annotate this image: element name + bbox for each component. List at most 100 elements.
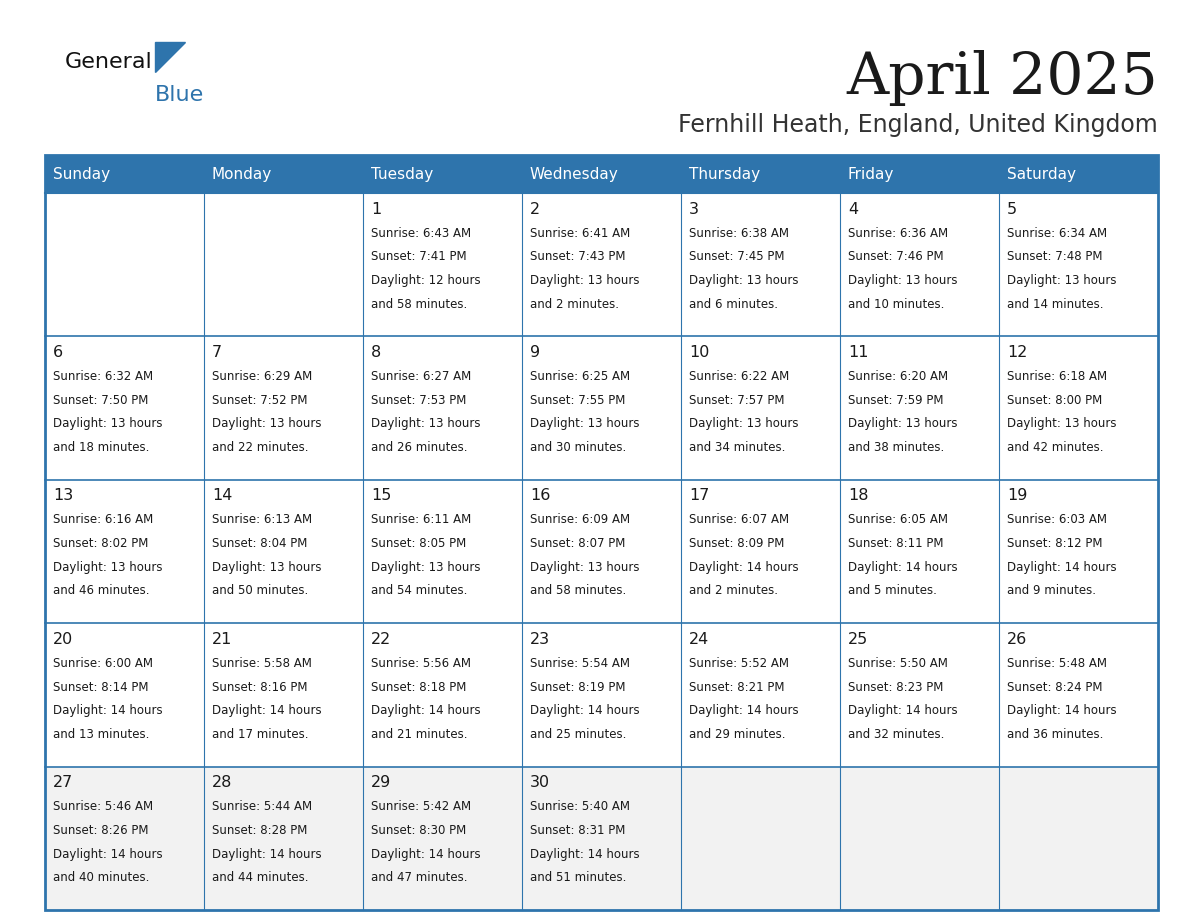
Text: Daylight: 14 hours: Daylight: 14 hours — [1007, 704, 1117, 717]
Text: Saturday: Saturday — [1007, 166, 1076, 182]
Text: Sunset: 7:46 PM: Sunset: 7:46 PM — [848, 251, 943, 263]
Text: 15: 15 — [371, 488, 391, 503]
Text: Daylight: 14 hours: Daylight: 14 hours — [371, 847, 481, 860]
Bar — [999, 336, 1158, 480]
Text: 27: 27 — [53, 775, 74, 790]
Text: Sunrise: 6:29 AM: Sunrise: 6:29 AM — [211, 370, 312, 383]
Bar — [840, 767, 999, 910]
Text: Daylight: 14 hours: Daylight: 14 hours — [848, 561, 958, 574]
Bar — [45, 336, 204, 480]
Text: and 58 minutes.: and 58 minutes. — [530, 585, 626, 598]
Text: Sunrise: 6:05 AM: Sunrise: 6:05 AM — [848, 513, 948, 527]
Text: Sunset: 8:26 PM: Sunset: 8:26 PM — [53, 824, 148, 837]
Text: Sunset: 7:43 PM: Sunset: 7:43 PM — [530, 251, 625, 263]
Bar — [840, 623, 999, 767]
Text: 26: 26 — [1007, 632, 1028, 647]
Text: Daylight: 13 hours: Daylight: 13 hours — [1007, 418, 1117, 431]
Text: Sunset: 8:24 PM: Sunset: 8:24 PM — [1007, 680, 1102, 694]
Text: Sunset: 7:50 PM: Sunset: 7:50 PM — [53, 394, 148, 407]
Bar — [45, 193, 204, 336]
Text: Sunrise: 5:48 AM: Sunrise: 5:48 AM — [1007, 657, 1107, 670]
Text: Daylight: 13 hours: Daylight: 13 hours — [1007, 274, 1117, 287]
Text: Sunset: 8:16 PM: Sunset: 8:16 PM — [211, 680, 308, 694]
Bar — [45, 767, 204, 910]
Text: Sunset: 8:23 PM: Sunset: 8:23 PM — [848, 680, 943, 694]
Text: Daylight: 14 hours: Daylight: 14 hours — [211, 847, 322, 860]
Text: 19: 19 — [1007, 488, 1028, 503]
Text: Sunrise: 5:40 AM: Sunrise: 5:40 AM — [530, 800, 630, 813]
Text: Sunrise: 5:50 AM: Sunrise: 5:50 AM — [848, 657, 948, 670]
Text: Sunset: 8:02 PM: Sunset: 8:02 PM — [53, 537, 148, 550]
Text: and 58 minutes.: and 58 minutes. — [371, 297, 467, 310]
Text: Daylight: 14 hours: Daylight: 14 hours — [689, 561, 798, 574]
Bar — [364, 155, 522, 193]
Bar — [204, 193, 364, 336]
Text: Daylight: 13 hours: Daylight: 13 hours — [530, 418, 639, 431]
Bar — [204, 480, 364, 623]
Text: Daylight: 13 hours: Daylight: 13 hours — [211, 561, 322, 574]
Text: 25: 25 — [848, 632, 868, 647]
Text: Daylight: 12 hours: Daylight: 12 hours — [371, 274, 481, 287]
Text: Sunset: 7:48 PM: Sunset: 7:48 PM — [1007, 251, 1102, 263]
Text: 7: 7 — [211, 345, 222, 360]
Text: Sunrise: 6:41 AM: Sunrise: 6:41 AM — [530, 227, 630, 240]
Text: 9: 9 — [530, 345, 541, 360]
Text: Sunset: 8:04 PM: Sunset: 8:04 PM — [211, 537, 308, 550]
Text: and 47 minutes.: and 47 minutes. — [371, 871, 467, 884]
Bar — [681, 193, 840, 336]
Text: and 2 minutes.: and 2 minutes. — [530, 297, 619, 310]
Text: Sunrise: 6:13 AM: Sunrise: 6:13 AM — [211, 513, 312, 527]
Text: Wednesday: Wednesday — [530, 166, 619, 182]
Text: Sunrise: 5:58 AM: Sunrise: 5:58 AM — [211, 657, 311, 670]
Bar — [681, 480, 840, 623]
Text: Sunrise: 6:38 AM: Sunrise: 6:38 AM — [689, 227, 789, 240]
Text: Tuesday: Tuesday — [371, 166, 434, 182]
Text: 20: 20 — [53, 632, 74, 647]
Text: 23: 23 — [530, 632, 550, 647]
Text: and 36 minutes.: and 36 minutes. — [1007, 728, 1104, 741]
Text: Daylight: 14 hours: Daylight: 14 hours — [530, 704, 639, 717]
Text: and 21 minutes.: and 21 minutes. — [371, 728, 467, 741]
Text: and 5 minutes.: and 5 minutes. — [848, 585, 937, 598]
Text: Sunrise: 6:09 AM: Sunrise: 6:09 AM — [530, 513, 630, 527]
Text: Sunset: 8:12 PM: Sunset: 8:12 PM — [1007, 537, 1102, 550]
Text: Daylight: 13 hours: Daylight: 13 hours — [211, 418, 322, 431]
Text: and 30 minutes.: and 30 minutes. — [530, 441, 626, 454]
Bar — [681, 767, 840, 910]
Text: and 18 minutes.: and 18 minutes. — [53, 441, 150, 454]
Text: 12: 12 — [1007, 345, 1028, 360]
Bar — [45, 480, 204, 623]
Text: 18: 18 — [848, 488, 868, 503]
Text: Sunset: 7:53 PM: Sunset: 7:53 PM — [371, 394, 467, 407]
Bar — [999, 623, 1158, 767]
Text: Daylight: 13 hours: Daylight: 13 hours — [848, 274, 958, 287]
Text: and 6 minutes.: and 6 minutes. — [689, 297, 778, 310]
Text: Thursday: Thursday — [689, 166, 760, 182]
Text: and 2 minutes.: and 2 minutes. — [689, 585, 778, 598]
Text: 6: 6 — [53, 345, 63, 360]
Text: Sunrise: 6:43 AM: Sunrise: 6:43 AM — [371, 227, 472, 240]
Bar — [840, 480, 999, 623]
Bar — [204, 767, 364, 910]
Text: and 9 minutes.: and 9 minutes. — [1007, 585, 1097, 598]
Bar — [45, 155, 1158, 910]
Text: Sunrise: 6:36 AM: Sunrise: 6:36 AM — [848, 227, 948, 240]
Bar — [522, 767, 681, 910]
Text: Sunset: 8:09 PM: Sunset: 8:09 PM — [689, 537, 784, 550]
Text: Sunrise: 6:00 AM: Sunrise: 6:00 AM — [53, 657, 153, 670]
Text: Sunset: 8:31 PM: Sunset: 8:31 PM — [530, 824, 625, 837]
Text: Sunrise: 6:25 AM: Sunrise: 6:25 AM — [530, 370, 630, 383]
Text: and 34 minutes.: and 34 minutes. — [689, 441, 785, 454]
Bar — [204, 623, 364, 767]
Text: Daylight: 14 hours: Daylight: 14 hours — [211, 704, 322, 717]
Bar — [681, 155, 840, 193]
Text: and 13 minutes.: and 13 minutes. — [53, 728, 150, 741]
Text: Daylight: 14 hours: Daylight: 14 hours — [53, 704, 163, 717]
Text: Sunrise: 5:44 AM: Sunrise: 5:44 AM — [211, 800, 312, 813]
Text: Sunrise: 5:42 AM: Sunrise: 5:42 AM — [371, 800, 472, 813]
Text: Sunrise: 6:34 AM: Sunrise: 6:34 AM — [1007, 227, 1107, 240]
Text: Sunrise: 6:11 AM: Sunrise: 6:11 AM — [371, 513, 472, 527]
Text: Sunrise: 5:54 AM: Sunrise: 5:54 AM — [530, 657, 630, 670]
Text: Sunrise: 5:46 AM: Sunrise: 5:46 AM — [53, 800, 153, 813]
Text: and 26 minutes.: and 26 minutes. — [371, 441, 467, 454]
